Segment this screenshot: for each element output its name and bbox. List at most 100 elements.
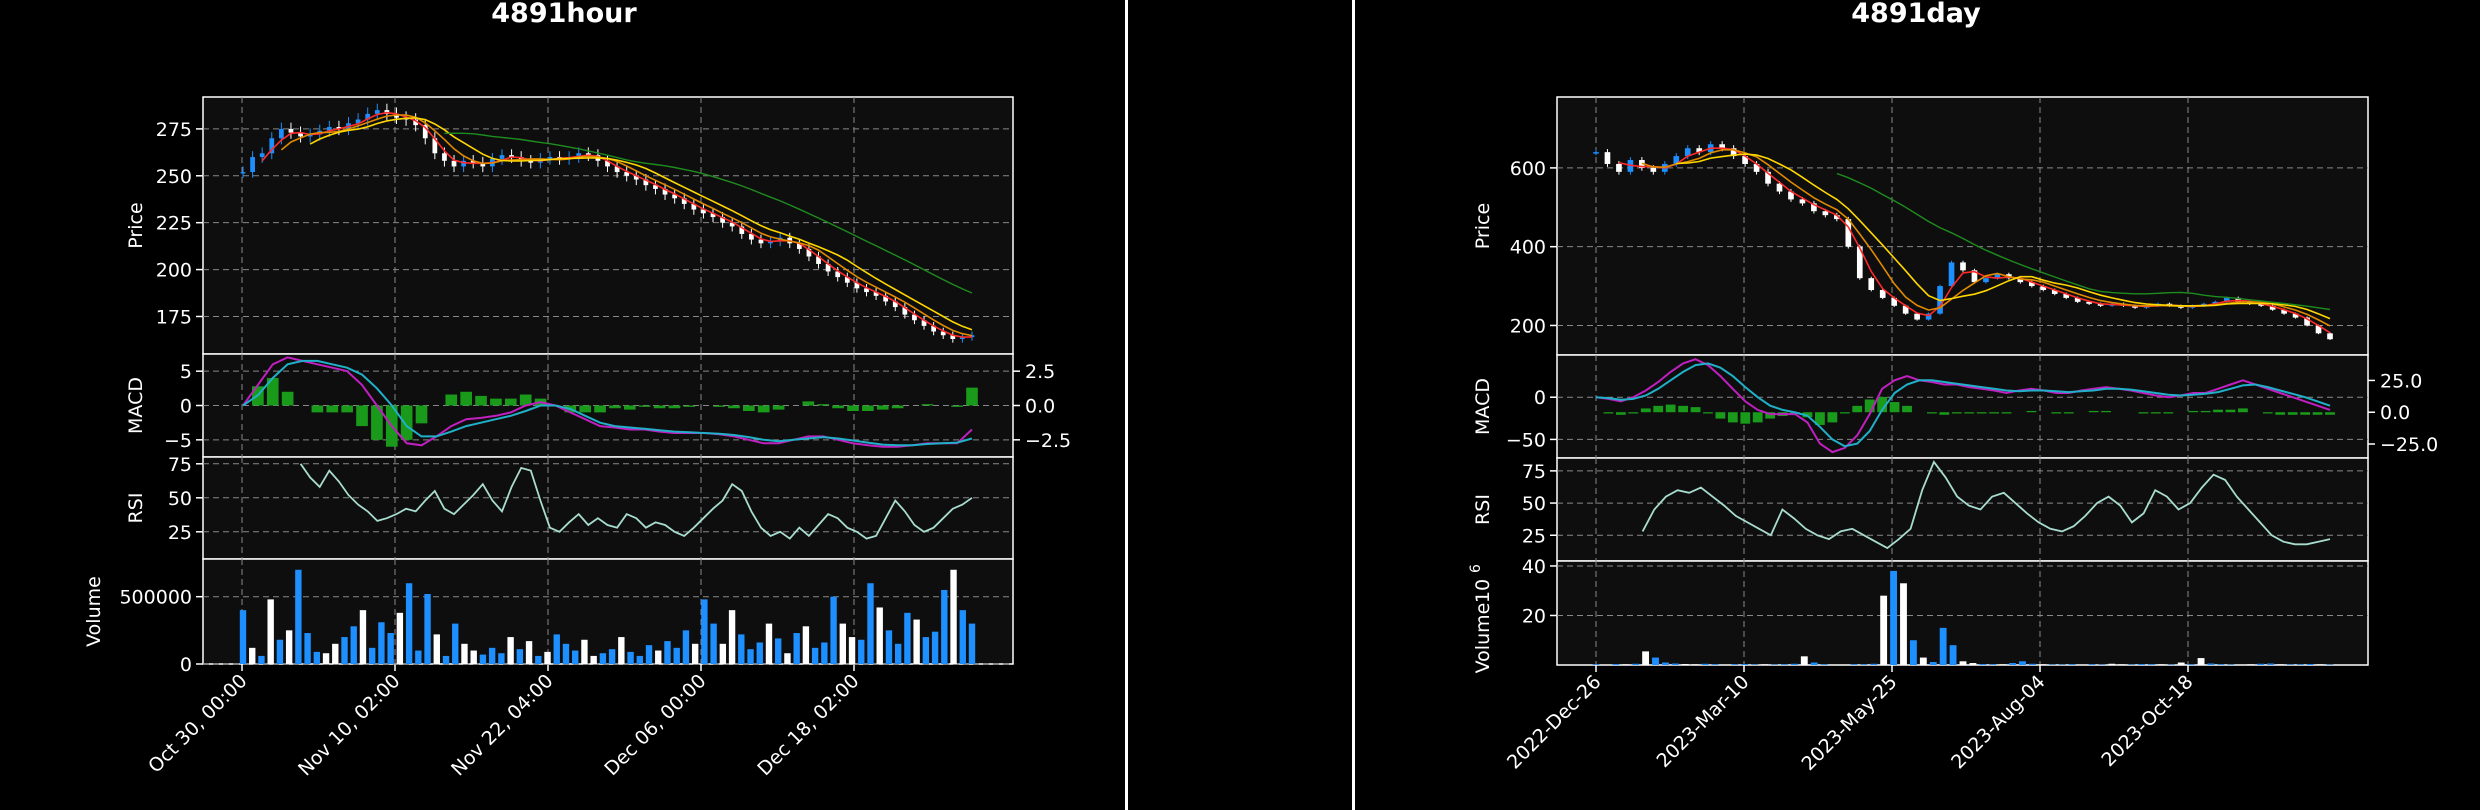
macd-histogram-bar (847, 405, 859, 411)
candle-body (1696, 148, 1703, 153)
volume-bar (2068, 664, 2076, 665)
macd-histogram-bar (2213, 409, 2223, 413)
candle-body (1891, 297, 1898, 306)
volume-bar (2217, 664, 2225, 665)
candle-body (422, 125, 428, 139)
volume-bar (710, 623, 717, 664)
candle-body (633, 175, 639, 180)
candle-body (298, 132, 303, 137)
volume-tick-label: 40 (1522, 556, 1546, 578)
candle-body (1879, 290, 1886, 298)
volume-bar (249, 647, 256, 664)
candle-body (2097, 303, 2104, 306)
volume-bar (313, 651, 321, 664)
rsi-pane (202, 456, 1014, 560)
ma-slow-line (309, 117, 973, 331)
candle-body (1902, 305, 1909, 314)
rsi-line (299, 463, 973, 540)
candle-body (355, 119, 361, 124)
macd-histogram-bar (2138, 412, 2149, 414)
candle-body (1983, 278, 1989, 283)
volume-tick-label: 20 (1522, 605, 1546, 627)
rsi-tick-label: 75 (1522, 461, 1546, 483)
volume-bar (608, 649, 616, 664)
macd-histogram-bar (1976, 412, 1987, 414)
macd-histogram-bar (728, 405, 740, 409)
candle-body (307, 134, 313, 137)
volume-bar (1999, 664, 2007, 665)
volume-bar (664, 641, 671, 664)
candle-body (1834, 215, 1840, 220)
rsi-tick-label: 25 (168, 522, 192, 544)
candle-body (854, 282, 860, 289)
macd-histogram-bar (2063, 412, 2074, 414)
candle-body (681, 198, 687, 204)
candle-body (2258, 303, 2265, 306)
volume-bar (479, 654, 487, 664)
rsi-tick-label: 75 (168, 454, 192, 476)
candle-body (1765, 171, 1771, 184)
volume-bar (1989, 664, 1997, 665)
rsi-tick-label: 25 (1522, 525, 1546, 547)
volume-bar (415, 650, 422, 664)
candle-body (835, 271, 841, 278)
volume-bar (1681, 664, 1689, 665)
candle-body (2327, 333, 2333, 340)
candle-body (528, 160, 534, 163)
candle-body (643, 179, 649, 186)
volume-bar (775, 638, 782, 664)
ma-mid-line (280, 114, 973, 337)
volume-bar (2038, 664, 2046, 665)
volume-bar (793, 633, 800, 664)
macd-histogram-bar (2287, 412, 2298, 415)
volume-bar (2088, 664, 2096, 665)
volume-bar (258, 655, 265, 664)
volume-bar (2257, 663, 2264, 665)
candle-body (796, 243, 802, 249)
candle-body (1742, 156, 1748, 164)
candle-body (902, 307, 908, 315)
rsi-axis-label: RSI (125, 493, 147, 524)
volume-bar (691, 643, 699, 664)
macd-histogram-bar (743, 405, 755, 411)
volume-bar (341, 637, 348, 664)
macd-right-tick-label: 2.5 (1025, 361, 1055, 383)
volume-bar (2138, 664, 2145, 665)
macd-histogram-bar (490, 398, 502, 406)
macd-histogram-bar (653, 405, 666, 409)
volume-bar (378, 622, 385, 664)
candle-body (451, 160, 457, 167)
volume-bar (581, 639, 588, 664)
macd-right-tick-label: 0.0 (1025, 396, 1055, 418)
volume-bar (1929, 662, 1937, 665)
volume-multiplier: 10 6 (1468, 564, 1494, 603)
macd-histogram-bar (609, 405, 621, 409)
candle-body (701, 209, 706, 214)
x-tick-label: Nov 22, 04:00 (447, 670, 557, 780)
candle-body (864, 288, 869, 293)
candle-body (739, 226, 745, 234)
x-tick-label: Dec 18, 02:00 (753, 670, 863, 780)
candle-body (931, 325, 936, 332)
candle-body (1948, 262, 1955, 287)
volume-bar (941, 589, 948, 664)
candle-body (432, 138, 438, 154)
volume-multiplier-base: 10 (1472, 579, 1494, 603)
chart-title: 4891day (1851, 0, 1981, 29)
macd-histogram-bar (713, 405, 725, 407)
volume-bar (1870, 663, 1878, 665)
price-tick-label: 400 (1510, 237, 1546, 259)
volume-bar (332, 643, 339, 664)
candle-body (374, 110, 380, 114)
price-tick-label: 225 (156, 213, 192, 235)
candle-body (1960, 262, 1966, 271)
macd-histogram-bar (341, 405, 353, 413)
macd-histogram-bar (1927, 412, 1937, 414)
macd-histogram-bar (1727, 412, 1738, 423)
candle-body (960, 337, 965, 339)
macd-histogram-bar (1889, 402, 1900, 413)
volume-bar (645, 645, 653, 664)
candle-body (365, 113, 371, 120)
candle-body (844, 277, 850, 283)
volume-bar (433, 634, 440, 664)
